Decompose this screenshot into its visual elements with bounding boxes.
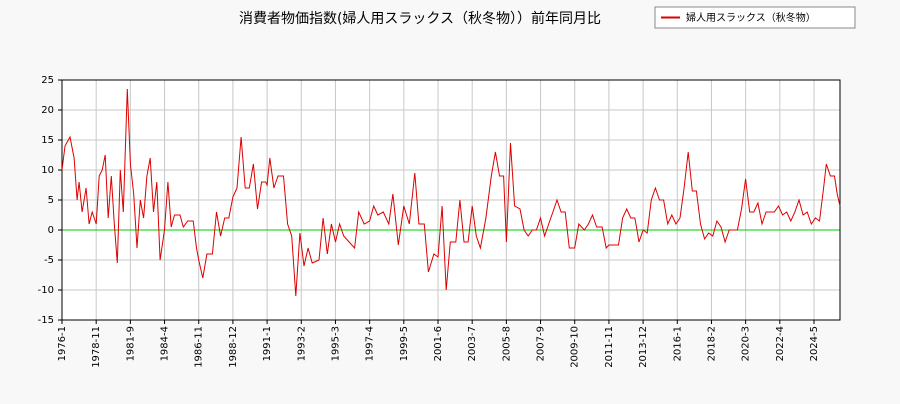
x-tick-label: 2007-9: [536, 326, 547, 361]
legend-label: 婦人用スラックス（秋冬物）: [686, 11, 816, 24]
x-tick-label: 2024-5: [809, 326, 820, 361]
x-tick-label: 1981-9: [125, 326, 136, 361]
x-tick-label: 2005-8: [501, 326, 512, 361]
x-tick-label: 1999-5: [399, 326, 410, 361]
x-tick-label: 1976-1: [57, 326, 68, 361]
x-tick-label: 1978-11: [91, 326, 102, 368]
x-tick-label: 1993-2: [296, 326, 307, 361]
x-tick-label: 1997-4: [365, 326, 376, 361]
y-tick-label: 5: [48, 195, 54, 206]
y-tick-label: 0: [48, 225, 54, 236]
x-tick-label: 2018-2: [706, 326, 717, 361]
x-tick-label: 2022-4: [775, 326, 786, 361]
x-tick-label: 1986-11: [194, 326, 205, 368]
x-tick-label: 1995-3: [330, 326, 341, 361]
x-tick-label: 1984-4: [160, 326, 171, 361]
x-tick-label: 2001-6: [433, 326, 444, 361]
chart-title: 消費者物価指数(婦人用スラックス（秋冬物））前年同月比: [239, 10, 601, 27]
y-tick-label: 20: [41, 105, 54, 116]
y-tick-label: 15: [41, 135, 54, 146]
y-tick-label: 25: [41, 75, 54, 86]
y-tick-label: 10: [41, 165, 54, 176]
x-tick-label: 1988-12: [228, 326, 239, 368]
x-tick-label: 1991-1: [262, 326, 273, 361]
x-tick-label: 2003-7: [467, 326, 478, 361]
y-tick-label: -5: [44, 255, 54, 266]
y-tick-label: -10: [38, 285, 54, 296]
x-tick-label: 2009-10: [570, 326, 581, 368]
x-tick-label: 2020-3: [741, 326, 752, 361]
plot-frame: [61, 79, 841, 321]
x-tick-label: 2016-1: [672, 326, 683, 361]
x-tick-label: 2013-12: [638, 326, 649, 368]
y-tick-label: -15: [38, 315, 54, 326]
data-line: [61, 88, 841, 297]
legend-box: [654, 6, 856, 29]
x-tick-label: 2011-11: [604, 326, 615, 368]
